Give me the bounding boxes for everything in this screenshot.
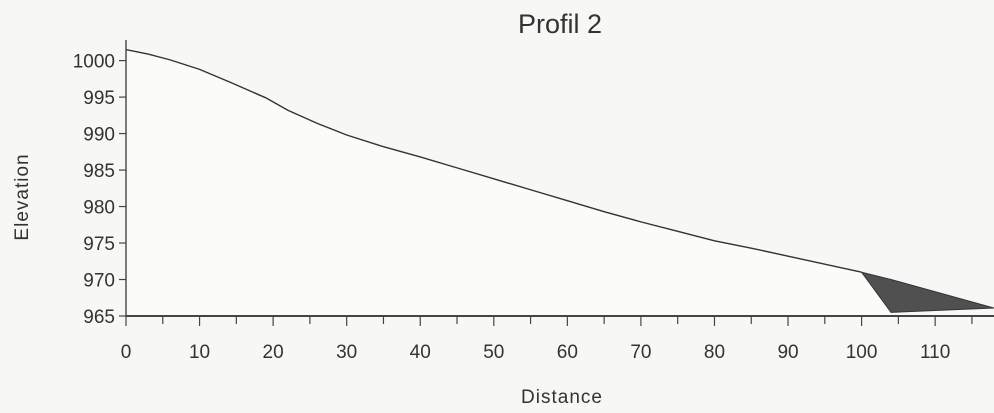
profile-area [126, 49, 892, 316]
y-tick-label: 980 [83, 198, 115, 219]
shaded-region [860, 271, 994, 313]
y-tick-label: 1000 [73, 52, 115, 73]
x-axis-title: Distance [521, 387, 603, 408]
x-tick-label: 40 [410, 342, 431, 363]
y-axis-title: Elevation [12, 153, 33, 240]
x-tick-label: 80 [704, 342, 725, 363]
profile-line [125, 48, 862, 273]
y-tick-label: 985 [83, 161, 115, 182]
y-tick-label: 965 [83, 307, 115, 328]
x-tick-label: 0 [121, 342, 132, 363]
y-tick-label: 990 [83, 125, 115, 146]
x-tick-label: 30 [336, 342, 357, 363]
plot-area [125, 48, 994, 316]
x-tick-label: 70 [630, 342, 651, 363]
y-tick-label: 995 [83, 88, 115, 109]
y-axis: 965 970 975 980 985 990 995 1000 [73, 40, 127, 328]
x-tick-label: 10 [189, 342, 210, 363]
x-tick-label: 20 [263, 342, 284, 363]
x-axis: 0 10 20 30 40 50 60 70 80 90 100 110 [121, 315, 994, 363]
x-tick-label: 60 [557, 342, 578, 363]
x-tick-label: 50 [483, 342, 504, 363]
x-tick-label: 100 [846, 342, 878, 363]
x-tick-label: 90 [777, 342, 798, 363]
chart-title: Profil 2 [518, 9, 602, 39]
y-tick-label: 970 [83, 271, 115, 292]
x-tick-label: 110 [920, 342, 950, 363]
y-tick-label: 975 [83, 234, 115, 255]
